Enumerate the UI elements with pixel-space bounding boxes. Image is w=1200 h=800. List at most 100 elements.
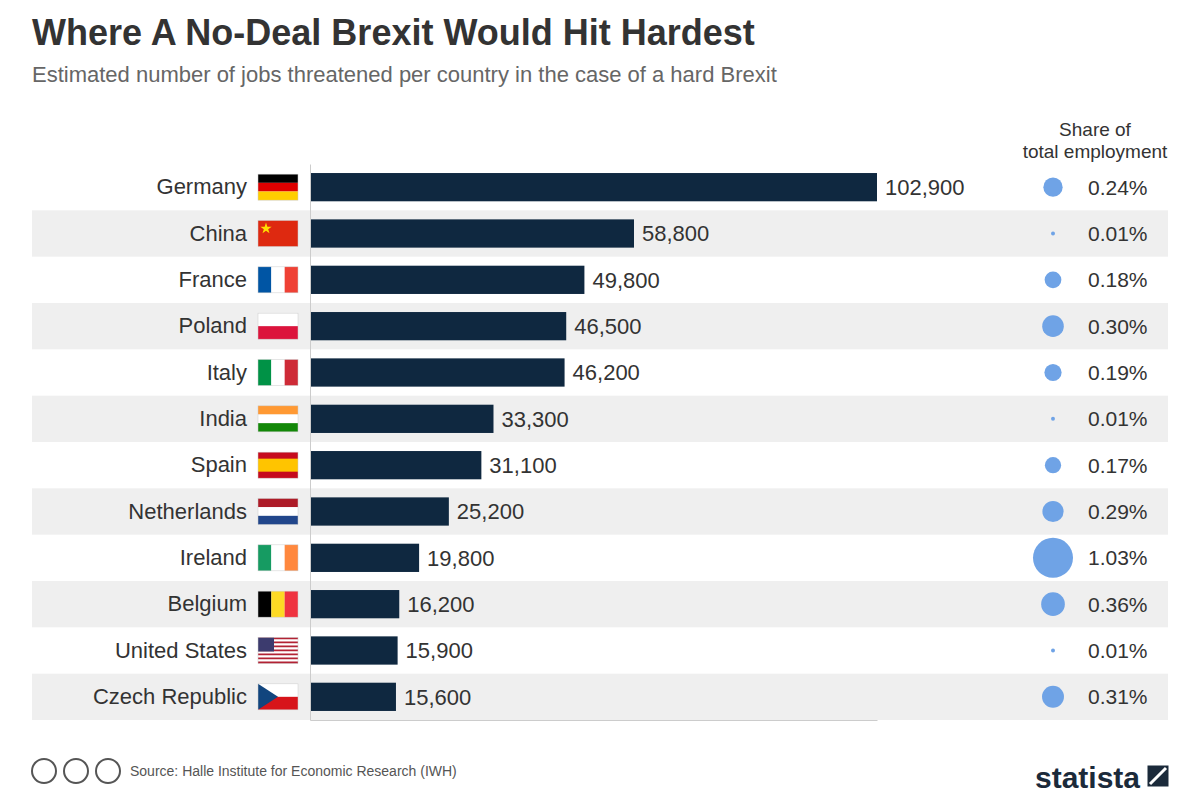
tick-label: India	[199, 406, 247, 431]
tick: United States	[115, 638, 310, 663]
flag	[258, 499, 298, 525]
flag-part	[258, 183, 298, 192]
flag-border	[258, 452, 298, 478]
data-labels: 102,90058,80049,80046,50046,20033,30031,…	[404, 175, 965, 710]
share-label: 0.19%	[1088, 361, 1148, 384]
flag	[258, 221, 298, 247]
flag	[258, 313, 298, 339]
share-label: 0.17%	[1088, 454, 1148, 477]
tick-label: Germany	[157, 174, 247, 199]
flag-part	[258, 452, 298, 478]
flag-part	[271, 591, 284, 617]
share-circle	[1045, 271, 1062, 288]
bar	[310, 405, 493, 433]
data-label: 102,900	[885, 175, 965, 200]
tick: Czech Republic	[93, 684, 310, 709]
share-circle	[1043, 178, 1062, 197]
bar	[310, 683, 396, 711]
share-circle	[1051, 417, 1055, 421]
share-circle	[1042, 686, 1064, 708]
flag-border	[258, 638, 298, 664]
category-axis: GermanyChinaFrancePolandItalyIndiaSpainN…	[93, 165, 311, 721]
flag-part	[258, 406, 298, 415]
flag-part	[258, 267, 271, 293]
tick-label: France	[179, 267, 247, 292]
tick-label: China	[190, 221, 248, 246]
share-label: 0.36%	[1088, 593, 1148, 616]
flag	[258, 452, 298, 478]
data-label: 58,800	[642, 221, 709, 246]
row-stripe	[32, 303, 1168, 349]
flag-part	[260, 223, 271, 234]
source: Source: Halle Institute for Economic Res…	[130, 763, 457, 779]
flag-part	[285, 545, 298, 571]
tick: Belgium	[168, 591, 310, 616]
flag-part	[258, 656, 298, 658]
flag-part	[258, 192, 298, 201]
flag-part	[258, 662, 298, 664]
data-label: 15,900	[406, 638, 473, 663]
share-circle	[1042, 501, 1063, 522]
flag-part	[285, 267, 298, 293]
tick: India	[199, 406, 310, 431]
tick-label: Ireland	[180, 545, 247, 570]
data-label: 46,200	[573, 360, 640, 385]
bar	[310, 636, 398, 664]
title: Where A No-Deal Brexit Would Hit Hardest	[32, 12, 755, 53]
licence-icon	[64, 759, 88, 783]
brand-icon	[1146, 764, 1170, 788]
data-label: 16,200	[407, 592, 474, 617]
bar	[310, 544, 419, 572]
bar	[310, 590, 399, 618]
flag-part	[258, 360, 271, 386]
tick-label: Czech Republic	[93, 684, 247, 709]
flag-part	[258, 415, 298, 424]
flag-part	[271, 545, 284, 571]
flag-part	[258, 654, 298, 656]
flag	[258, 267, 298, 293]
share-circles	[1033, 178, 1073, 708]
chart: Where A No-Deal Brexit Would Hit Hardest…	[0, 0, 1200, 800]
share-label: 0.24%	[1088, 176, 1148, 199]
share-label: 0.01%	[1088, 639, 1148, 662]
flag-border	[258, 499, 298, 525]
share-circle	[1042, 315, 1064, 337]
tick-label: Netherlands	[128, 499, 247, 524]
flag-border	[258, 360, 298, 386]
flag-part	[258, 507, 298, 516]
row-stripe	[32, 210, 1168, 256]
share-label: 0.18%	[1088, 268, 1148, 291]
flag-part	[258, 221, 298, 247]
flag	[258, 684, 298, 710]
licence-icon	[32, 759, 56, 783]
bar	[310, 358, 565, 386]
row-stripe	[32, 396, 1168, 442]
value-axis	[311, 720, 878, 721]
share-labels: 0.24%0.01%0.18%0.30%0.19%0.01%0.17%0.29%…	[1088, 176, 1148, 709]
licence-icon	[96, 759, 120, 783]
data-label: 46,500	[574, 314, 641, 339]
flag-part	[258, 684, 278, 710]
flag-part	[258, 499, 298, 508]
bar	[310, 312, 566, 340]
flag-part	[258, 459, 298, 472]
flag-part	[258, 652, 298, 654]
tick: China	[190, 221, 310, 246]
flag-part	[258, 591, 271, 617]
tick: Italy	[207, 360, 310, 385]
flag-border	[258, 267, 298, 293]
flag-part	[258, 174, 298, 183]
share-label: 0.01%	[1088, 222, 1148, 245]
flag-part	[258, 658, 298, 660]
flag	[258, 638, 298, 664]
share-circle	[1041, 592, 1065, 616]
flag	[258, 174, 298, 200]
subtitle: Estimated number of jobs threatened per …	[32, 62, 777, 87]
share-label: 1.03%	[1088, 546, 1148, 569]
bar	[310, 497, 449, 525]
row-stripe	[32, 674, 1168, 720]
tick-label: United States	[115, 638, 247, 663]
flag-part	[285, 591, 298, 617]
flag-border	[258, 174, 298, 200]
flag-border	[258, 545, 298, 571]
